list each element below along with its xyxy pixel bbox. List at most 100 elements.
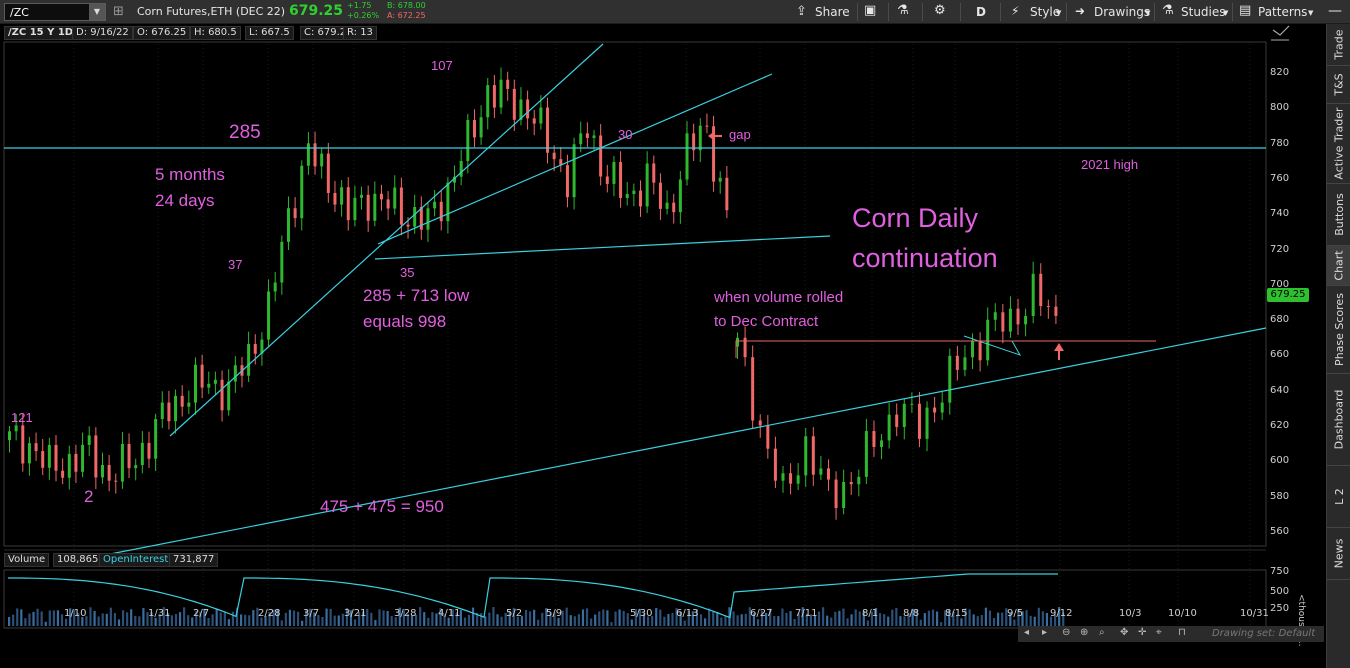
volume-bar [740, 614, 743, 626]
volume-bar [773, 616, 776, 626]
candle-body [439, 201, 443, 222]
patterns-button[interactable]: Patterns [1258, 5, 1308, 19]
share-icon[interactable]: ⇪ [796, 4, 807, 19]
wedge-lower-line[interactable] [374, 235, 831, 260]
chevron-down-icon[interactable]: ▼ [89, 4, 105, 20]
chevron-right-icon[interactable]: ▸ [1042, 627, 1048, 638]
top-toolbar: /ZC ▼ ⊞ Corn Futures,ETH (DEC 22) 679.25… [0, 0, 1350, 24]
candle-body [213, 379, 217, 384]
timeframe-button[interactable]: D [976, 5, 986, 19]
side-tab-trade[interactable]: Trade [1327, 24, 1350, 66]
volume-bar [227, 619, 230, 626]
share-button[interactable]: Share [815, 5, 850, 19]
volume-bar [679, 611, 682, 626]
volume-bar [419, 607, 422, 626]
candle-body [546, 107, 550, 153]
chevron-left-icon[interactable]: ◂ [1024, 627, 1030, 638]
volume-bar [239, 614, 243, 626]
patterns-icon[interactable]: ▤ [1239, 3, 1252, 18]
pin-icon[interactable]: ⌖ [1156, 627, 1162, 638]
save-icon[interactable]: ▣ [864, 3, 877, 18]
volume-bar [358, 612, 361, 626]
wedge-upper-line[interactable] [377, 73, 773, 245]
volume-bar [158, 613, 161, 626]
volume-bar [508, 611, 511, 626]
pan-icon[interactable]: ✥ [1120, 627, 1129, 638]
time-axis-tick: 5/9 [546, 608, 563, 619]
price-pane-border [3, 41, 1267, 547]
zoom-out-icon[interactable]: ⊖ [1062, 627, 1071, 638]
side-tab-active-trader[interactable]: Active Trader [1327, 104, 1350, 184]
candle-body [399, 187, 403, 225]
candle-body [154, 419, 158, 459]
time-axis-tick: 8/1 [862, 608, 879, 619]
volume-bar [805, 613, 808, 626]
volume-bar [447, 617, 450, 626]
candle-body [940, 402, 944, 413]
candle-body [605, 176, 609, 184]
volume-bar [606, 610, 609, 626]
chevron-down-icon[interactable]: ▼ [1223, 9, 1229, 17]
drawing-set-label[interactable]: Drawing set: Default [1212, 628, 1316, 639]
gear-icon[interactable]: ⚙ [934, 3, 946, 18]
autoscale-icon[interactable] [1272, 25, 1290, 36]
candles [8, 67, 1058, 520]
flask-studies-icon[interactable]: ⚗ [1162, 3, 1174, 18]
contract-roll-line[interactable] [735, 340, 1156, 358]
symbol-input[interactable]: /ZC ▼ [4, 3, 106, 21]
candle-body [47, 444, 51, 468]
style-button[interactable]: Style [1030, 5, 1061, 19]
candle-body [1008, 308, 1012, 332]
symbol-text[interactable]: /ZC [10, 6, 29, 19]
side-tab-news[interactable]: News [1327, 528, 1350, 580]
volume-bar [789, 611, 792, 626]
volume-bar [366, 608, 369, 626]
volume-bar [150, 611, 153, 626]
flask-icon[interactable]: ⚗ [897, 3, 909, 18]
volume-bar [496, 614, 499, 626]
volume-bar [488, 612, 491, 626]
flag-line[interactable] [963, 335, 1022, 356]
chevron-down-icon[interactable]: ▼ [1145, 9, 1151, 17]
side-tab-dashboard[interactable]: Dashboard [1327, 374, 1350, 466]
open-interest-label: OpenInterest [99, 553, 173, 567]
side-tab-l-2[interactable]: L 2 [1327, 466, 1350, 528]
volume-bar [292, 610, 296, 626]
volume-bar [752, 613, 756, 626]
open-interest-line [8, 573, 1058, 619]
lock-icon[interactable]: ⊓ [1178, 627, 1186, 638]
side-tab-phase-scores[interactable]: Phase Scores [1327, 286, 1350, 374]
crosshair-icon[interactable]: ✛ [1138, 627, 1147, 638]
candle-body [1039, 273, 1043, 307]
long-support-line[interactable] [99, 327, 1267, 557]
chevron-down-icon[interactable]: ▼ [1308, 9, 1314, 17]
volume-bar [577, 614, 580, 626]
chevron-down-icon[interactable]: ▼ [1056, 9, 1062, 17]
drawings-button[interactable]: Drawings [1094, 5, 1151, 19]
volume-bar [736, 615, 739, 626]
volume-bar [398, 607, 401, 626]
style-icon[interactable]: ⚡ [1011, 4, 1020, 18]
volume-bar [288, 609, 292, 626]
candle-body [453, 176, 457, 183]
candle-body [253, 343, 257, 354]
side-tab-t-s[interactable]: T&S [1327, 66, 1350, 104]
side-tab-chart[interactable]: Chart [1327, 246, 1350, 286]
candle-body [625, 194, 629, 198]
volume-bar [341, 613, 344, 626]
studies-button[interactable]: Studies [1181, 5, 1226, 19]
magnifier-icon[interactable]: ⌕ [1099, 627, 1105, 638]
price-axis-tick: 600 [1270, 455, 1290, 467]
link-icon[interactable]: ⊞ [113, 4, 124, 19]
volume-bar [622, 610, 625, 626]
candle-body [789, 473, 793, 484]
candle-body [532, 118, 536, 124]
side-tab-buttons[interactable]: Buttons [1327, 184, 1350, 246]
arrow-icon[interactable]: ➜ [1075, 4, 1086, 18]
volume-axis-tick: 250 [1270, 603, 1290, 614]
volume-bar [467, 614, 471, 626]
volume-bar [850, 614, 853, 626]
zoom-in-icon[interactable]: ⊕ [1080, 627, 1089, 638]
minimize-icon[interactable]: — [1328, 3, 1342, 19]
